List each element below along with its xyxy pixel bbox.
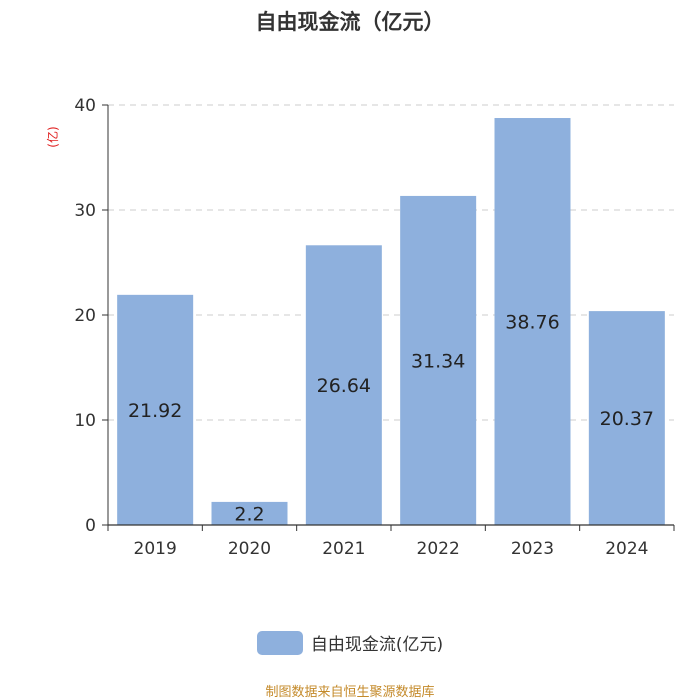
legend[interactable]: 自由现金流(亿元) [0,630,700,655]
x-tick-label: 2019 [134,539,177,559]
bar-2023[interactable] [494,118,571,526]
bar-value-label: 38.76 [505,312,559,334]
y-tick-label: 20 [74,306,96,326]
legend-label: 自由现金流(亿元) [310,635,444,655]
bar-2021[interactable] [305,245,382,525]
x-tick-label: 2021 [322,539,365,559]
bars: 21.92 2.2 26.64 31.34 38.76 20.37 [117,118,665,525]
chart-title: 自由现金流（亿元） [255,10,445,34]
bar-2022[interactable] [400,195,477,525]
bar-value-label: 31.34 [411,350,465,372]
axes: 0 10 20 30 40 2019 2020 2021 2022 2023 2024 [74,96,675,559]
bar-value-label: 20.37 [600,408,654,430]
bar-2020[interactable] [211,501,288,525]
bar-2024[interactable] [588,311,665,525]
y-tick-label: 30 [74,201,96,221]
x-tick-label: 2024 [605,539,648,559]
y-tick-label: 10 [74,411,96,431]
x-tick-label: 2020 [228,539,271,559]
bar-value-label: 21.92 [128,400,182,422]
legend-swatch [256,630,303,655]
source-note: 制图数据来自恒生聚源数据库 [265,685,435,700]
bar-2019[interactable] [117,294,194,525]
y-axis-label: (亿) [45,126,60,147]
y-tick-label: 0 [85,516,96,536]
bar-value-label: 26.64 [317,375,371,397]
y-tick-label: 40 [74,96,96,116]
x-tick-label: 2023 [511,539,554,559]
bar-value-label: 2.2 [234,503,264,525]
x-tick-label: 2022 [417,539,460,559]
